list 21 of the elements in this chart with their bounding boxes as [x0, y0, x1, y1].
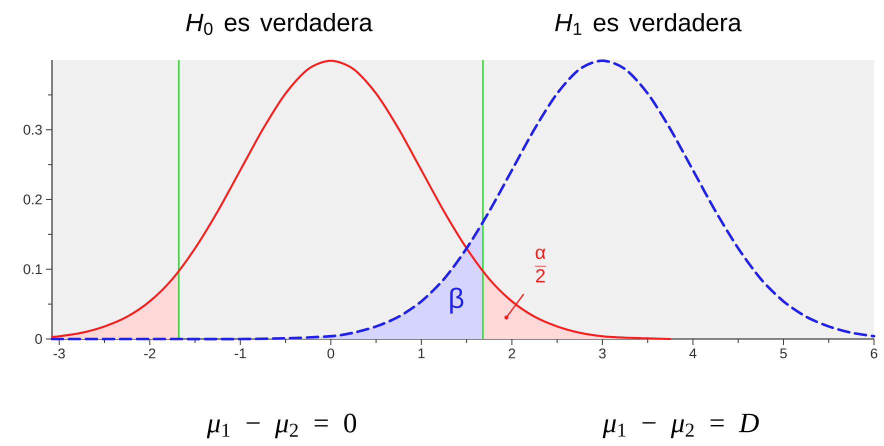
y-tick-label: 0	[35, 334, 42, 344]
x-tick-label: 6	[870, 348, 878, 358]
y-tick-label: 0.1	[24, 264, 42, 274]
text: μ$_{1}$ − μ$_{2}$ = 0	[206, 414, 356, 438]
text: μ$_{1}$ − μ$_{2}$ = D	[602, 414, 759, 438]
x-tick-label: -2	[144, 348, 156, 358]
series-label: β	[450, 288, 464, 314]
x-tick-label: 5	[780, 348, 787, 358]
text: H$_{1}$ es verdadera	[555, 13, 742, 35]
line-series	[51, 60, 672, 340]
x-tick-label: -1	[234, 348, 246, 358]
x-tick-label: 4	[689, 348, 696, 358]
y-tick-label: 0.2	[24, 194, 42, 204]
x-tick-label: 3	[599, 348, 606, 358]
x-tick-label: 2	[508, 348, 516, 358]
text: $\frac{\text{α}}{\text{2}}$	[534, 248, 546, 282]
x-tick-label: 0	[327, 348, 334, 358]
x-tick-label: 1	[418, 348, 425, 358]
text: H$_{0}$ es verdadera	[186, 12, 373, 35]
x-tick-label: -3	[54, 348, 65, 358]
y-tick-label: 0.3	[24, 124, 42, 135]
